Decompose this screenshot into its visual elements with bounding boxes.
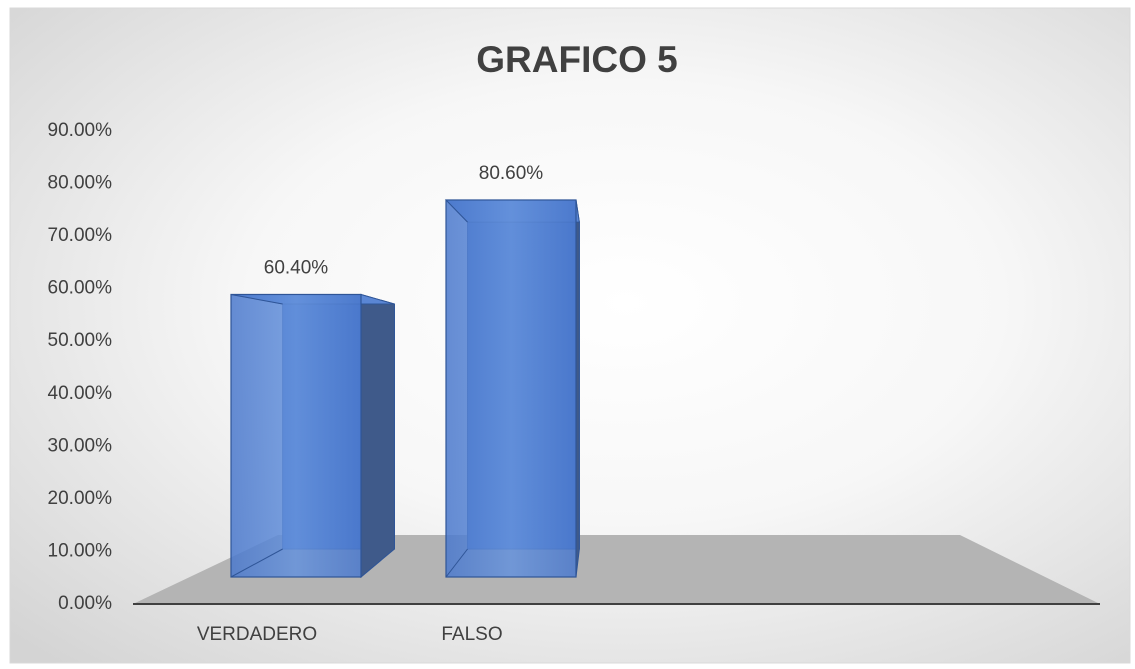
y-tick-label: 80.00% <box>48 173 113 194</box>
bar <box>445 199 577 578</box>
y-tick-label: 0.00% <box>58 593 112 614</box>
y-tick-label: 60.00% <box>48 278 113 299</box>
y-tick-label: 70.00% <box>48 225 113 246</box>
bar <box>230 293 362 578</box>
y-tick-label: 50.00% <box>48 330 113 351</box>
bar-edge <box>230 548 283 578</box>
x-tick-label: FALSO <box>441 624 502 645</box>
bar-edge <box>230 293 283 305</box>
bar-edge <box>445 548 468 578</box>
chart-title: GRAFICO 5 <box>476 39 677 80</box>
y-tick-label: 90.00% <box>48 120 113 141</box>
bar-edge <box>445 199 468 223</box>
y-tick-label: 40.00% <box>48 383 113 404</box>
y-tick-label: 10.00% <box>48 540 113 561</box>
data-label: 80.60% <box>479 163 544 184</box>
y-tick-label: 30.00% <box>48 435 113 456</box>
x-tick-label: VERDADERO <box>197 624 317 645</box>
bar-side <box>360 293 395 579</box>
y-tick-label: 20.00% <box>48 488 113 509</box>
data-label: 60.40% <box>264 257 329 278</box>
